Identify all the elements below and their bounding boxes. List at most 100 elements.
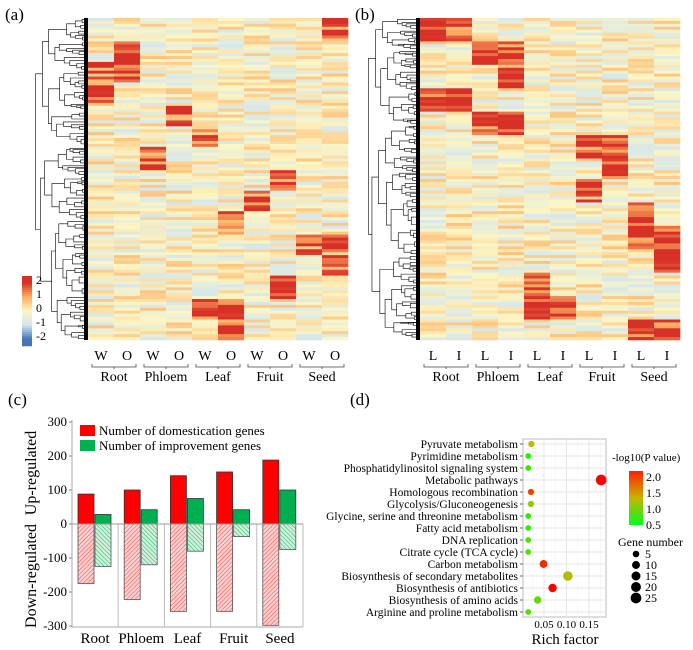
heatmap-cell [420, 252, 447, 256]
heatmap-cell [628, 88, 655, 92]
heatmap-cell [524, 316, 551, 320]
heatmap-cell [472, 99, 499, 104]
column-label: W [198, 349, 212, 364]
heatmap-cell [498, 313, 525, 317]
heatmap-cell [166, 53, 193, 57]
heatmap-cell [446, 23, 473, 28]
dendrogram-branch [401, 22, 418, 26]
heatmap-cell [322, 143, 349, 148]
heatmap-cell [576, 82, 603, 86]
dendrogram-branch [391, 39, 409, 46]
heatmap-cell [114, 105, 141, 110]
heatmap-cell [140, 260, 167, 265]
heatmap-cell [602, 325, 629, 329]
heatmap-cell [446, 123, 473, 127]
heatmap-cell [654, 179, 681, 183]
x-tick-label: Root [81, 631, 111, 647]
heatmap-cell [550, 225, 577, 230]
heatmap-cell [296, 190, 323, 194]
heatmap-cell [550, 23, 577, 28]
heatmap-cell [270, 243, 297, 247]
heatmap-cell [114, 258, 141, 262]
heatmap-cell [498, 278, 525, 282]
dendrogram-branch [397, 232, 411, 249]
heatmap-cell [140, 319, 167, 323]
heatmap-cell [192, 94, 219, 98]
column-label: W [146, 349, 160, 364]
heatmap-cell [140, 316, 167, 320]
heatmap-cell [498, 217, 525, 221]
heatmap-cell [296, 73, 323, 77]
heatmap-cell [602, 190, 629, 194]
size-legend-dot [630, 592, 642, 604]
heatmap-cell [270, 187, 297, 192]
heatmap-cell [192, 155, 219, 159]
dendrogram-branch [403, 203, 409, 216]
heatmap-cell [498, 219, 525, 224]
heatmap-cell [498, 23, 525, 28]
heatmap-cell [88, 82, 115, 86]
heatmap-cell [498, 85, 525, 89]
colorbar-segment [22, 326, 32, 329]
heatmap-cell [244, 222, 271, 227]
column-label: W [302, 349, 316, 364]
heatmap-cell [322, 29, 349, 33]
heatmap-cell [114, 222, 141, 227]
heatmap-cell [654, 132, 681, 136]
heatmap-cell [472, 234, 499, 238]
heatmap-cell [628, 114, 655, 118]
heatmap-cell [628, 299, 655, 303]
heatmap-cell [628, 76, 655, 80]
heatmap-cell [244, 126, 271, 130]
heatmap-cell [192, 301, 219, 306]
heatmap-cell [472, 102, 499, 107]
heatmap-cell [576, 234, 603, 238]
heatmap-cell [472, 126, 499, 130]
heatmap-cell [166, 82, 193, 86]
heatmap-cell [576, 337, 603, 341]
heatmap-cell [446, 310, 473, 314]
heatmap-cell [654, 44, 681, 48]
heatmap-cell [88, 94, 115, 98]
heatmap-cell [140, 41, 167, 45]
heatmap-cell [114, 99, 141, 104]
heatmap-cell [420, 53, 447, 57]
heatmap-cell [140, 234, 167, 238]
heatmap-cell [218, 114, 245, 118]
heatmap-cell [550, 252, 577, 256]
heatmap-cell [576, 161, 603, 165]
heatmap-cell [576, 44, 603, 48]
heatmap-cell [322, 23, 349, 28]
heatmap-cell [88, 313, 115, 317]
heatmap-cell [192, 61, 219, 66]
heatmap-cell [140, 94, 167, 98]
heatmap-cell [602, 67, 629, 71]
heatmap-cell [472, 29, 499, 33]
heatmap-cell [88, 278, 115, 282]
heatmap-cell [472, 269, 499, 273]
legend-label: Number of domestication genes [99, 423, 265, 438]
heatmap-cell [166, 26, 193, 31]
heatmap-cell [628, 319, 655, 323]
heatmap-cell [602, 228, 629, 232]
heatmap-cell [524, 187, 551, 192]
heatmap-cell [654, 187, 681, 192]
heatmap-cell [654, 146, 681, 151]
heatmap-cell [602, 217, 629, 221]
heatmap-cell [322, 296, 349, 300]
heatmap-cell [192, 64, 219, 69]
heatmap-cell [576, 319, 603, 323]
heatmap-cell [576, 32, 603, 36]
heatmap-cell [192, 18, 219, 22]
heatmap-cell [446, 313, 473, 317]
heatmap-cell [524, 278, 551, 282]
heatmap-cell [166, 284, 193, 288]
heatmap-cell [602, 102, 629, 107]
heatmap-cell [218, 91, 245, 95]
heatmap-cell [498, 176, 525, 180]
heatmap-cell [498, 243, 525, 247]
heatmap-cell [628, 155, 655, 159]
dendrogram-branch [48, 29, 67, 55]
heatmap-cell [472, 50, 499, 54]
heatmap-cell [166, 123, 193, 127]
